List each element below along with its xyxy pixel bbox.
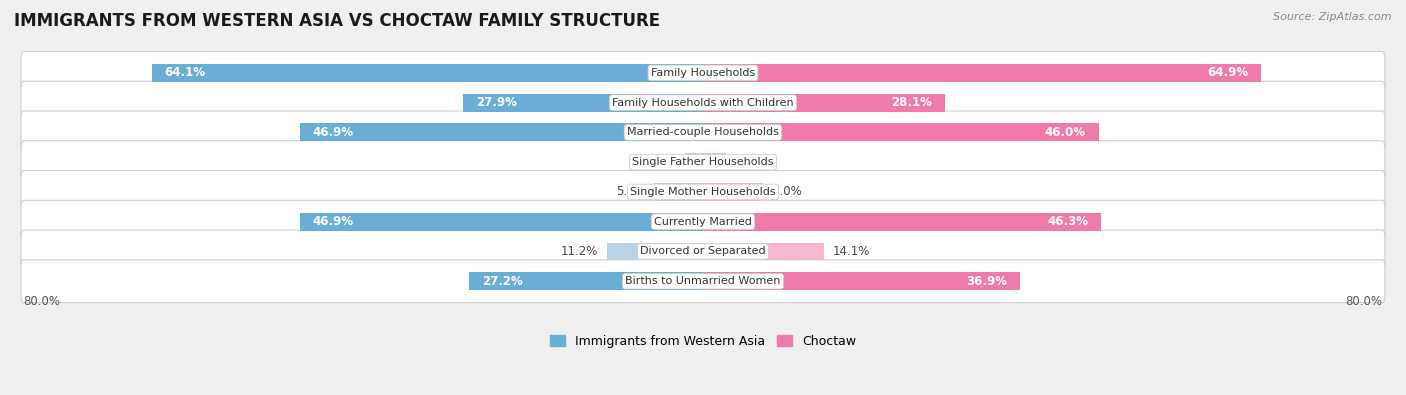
Text: 11.2%: 11.2% [561, 245, 598, 258]
Text: Single Mother Households: Single Mother Households [630, 187, 776, 197]
Bar [463, 94, 703, 111]
Text: IMMIGRANTS FROM WESTERN ASIA VS CHOCTAW FAMILY STRUCTURE: IMMIGRANTS FROM WESTERN ASIA VS CHOCTAW … [14, 12, 661, 30]
Bar [299, 124, 703, 141]
Bar [703, 243, 824, 260]
Text: Family Households with Children: Family Households with Children [612, 98, 794, 107]
Bar [703, 183, 763, 201]
Text: Births to Unmarried Women: Births to Unmarried Women [626, 276, 780, 286]
Text: 2.1%: 2.1% [647, 156, 676, 169]
Text: 64.1%: 64.1% [165, 66, 205, 79]
Bar [703, 124, 1098, 141]
Text: Single Father Households: Single Father Households [633, 157, 773, 167]
FancyBboxPatch shape [21, 111, 1385, 154]
Text: 46.9%: 46.9% [312, 215, 354, 228]
Text: 14.1%: 14.1% [832, 245, 870, 258]
Bar [703, 272, 1021, 290]
Text: 2.7%: 2.7% [735, 156, 765, 169]
Text: 7.0%: 7.0% [772, 185, 801, 198]
Bar [703, 64, 1261, 82]
Bar [703, 153, 727, 171]
FancyBboxPatch shape [21, 141, 1385, 184]
Text: 46.3%: 46.3% [1047, 215, 1088, 228]
Text: 5.7%: 5.7% [616, 185, 645, 198]
Text: Source: ZipAtlas.com: Source: ZipAtlas.com [1274, 12, 1392, 22]
Bar [606, 243, 703, 260]
Text: 46.9%: 46.9% [312, 126, 354, 139]
Bar [703, 213, 1101, 231]
Text: 28.1%: 28.1% [891, 96, 932, 109]
FancyBboxPatch shape [21, 171, 1385, 213]
FancyBboxPatch shape [21, 81, 1385, 124]
Text: 64.9%: 64.9% [1208, 66, 1249, 79]
Text: Married-couple Households: Married-couple Households [627, 128, 779, 137]
Legend: Immigrants from Western Asia, Choctaw: Immigrants from Western Asia, Choctaw [544, 330, 862, 353]
FancyBboxPatch shape [21, 200, 1385, 243]
Text: 46.0%: 46.0% [1045, 126, 1085, 139]
Bar [299, 213, 703, 231]
Bar [152, 64, 703, 82]
FancyBboxPatch shape [21, 51, 1385, 94]
Bar [703, 94, 945, 111]
Bar [685, 153, 703, 171]
Text: 27.9%: 27.9% [477, 96, 517, 109]
FancyBboxPatch shape [21, 230, 1385, 273]
Text: 80.0%: 80.0% [24, 295, 60, 308]
Text: 36.9%: 36.9% [966, 275, 1008, 288]
Text: Divorced or Separated: Divorced or Separated [640, 246, 766, 256]
Bar [470, 272, 703, 290]
Text: 80.0%: 80.0% [1346, 295, 1382, 308]
Text: Currently Married: Currently Married [654, 217, 752, 227]
Text: Family Households: Family Households [651, 68, 755, 78]
FancyBboxPatch shape [21, 260, 1385, 303]
Text: 27.2%: 27.2% [482, 275, 523, 288]
Bar [654, 183, 703, 201]
